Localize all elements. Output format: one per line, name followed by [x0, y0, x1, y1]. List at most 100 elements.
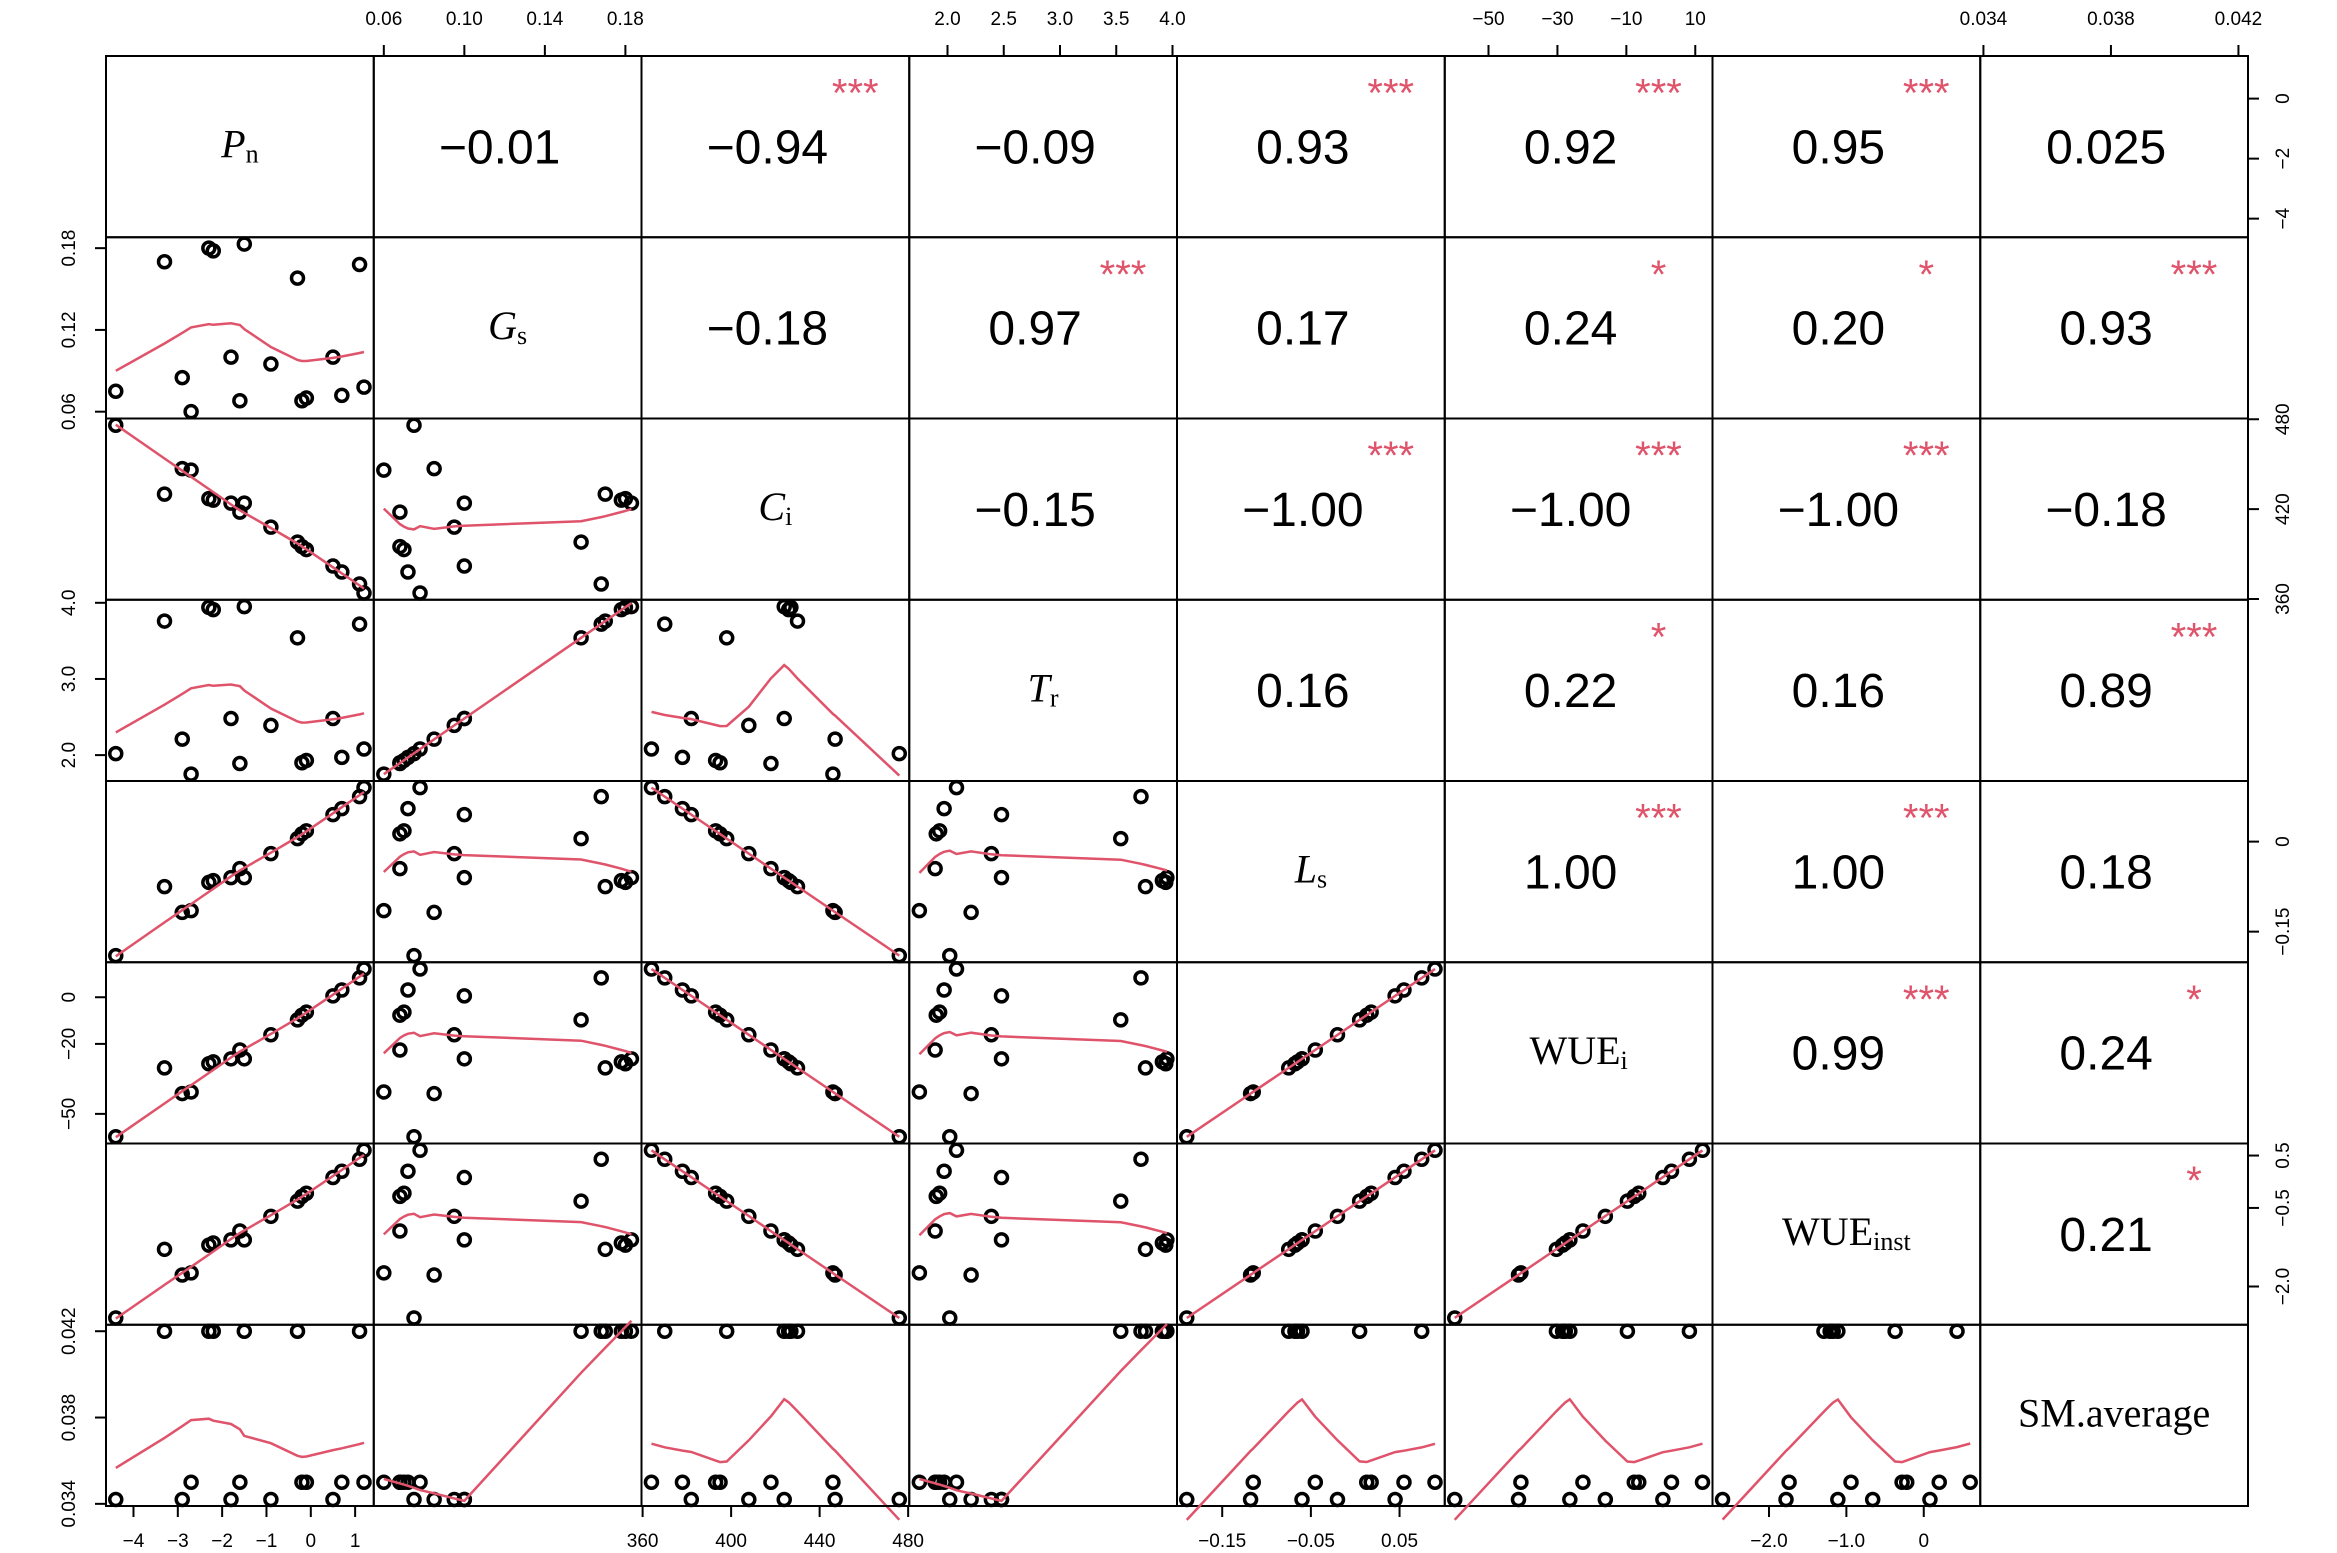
point	[1242, 1491, 1259, 1508]
point	[1113, 830, 1129, 847]
point	[325, 1491, 341, 1508]
point	[108, 745, 124, 762]
point	[643, 1474, 660, 1491]
point	[263, 1491, 279, 1508]
point	[400, 1163, 416, 1180]
y-tick-label: −4	[2273, 207, 2294, 229]
correlation: −0.01	[439, 121, 560, 174]
variable-name: T	[1028, 666, 1053, 711]
point	[446, 717, 463, 734]
point	[656, 970, 673, 986]
y-tick-label: 0.034	[59, 1480, 80, 1528]
point	[174, 369, 190, 386]
point	[334, 982, 350, 998]
y-tick-label: 420	[2273, 493, 2294, 525]
y-tick-label: 2.0	[59, 742, 80, 768]
point	[1427, 961, 1443, 977]
point	[334, 1474, 350, 1491]
point	[174, 731, 190, 747]
point	[1949, 1323, 1965, 1339]
point	[674, 1474, 691, 1491]
y-tick-label: 480	[2273, 403, 2294, 435]
point	[718, 1323, 735, 1339]
point	[1137, 1241, 1154, 1258]
point	[426, 904, 442, 921]
point	[927, 1223, 943, 1239]
point	[1898, 1474, 1915, 1491]
x-tick-label: 360	[627, 1531, 659, 1552]
point	[174, 904, 190, 921]
point	[1137, 878, 1154, 895]
point	[426, 460, 442, 477]
x-tick-label: 0	[1918, 1531, 1929, 1552]
point	[108, 417, 124, 433]
point	[1631, 1474, 1647, 1491]
point	[936, 982, 952, 998]
point	[400, 749, 416, 766]
point	[298, 752, 315, 769]
x-tick-label: 2.5	[991, 9, 1017, 30]
correlation: 0.92	[1524, 121, 1617, 174]
point	[334, 387, 350, 404]
point	[891, 745, 908, 762]
point	[718, 630, 735, 646]
point	[741, 1491, 757, 1508]
point	[1562, 1232, 1578, 1248]
point	[1179, 1491, 1195, 1508]
point	[643, 1142, 660, 1159]
y-tick-label: 3.0	[59, 666, 80, 692]
point	[334, 564, 350, 580]
panel	[105, 598, 375, 782]
point	[763, 755, 779, 772]
x-tick-label: 0.034	[1960, 9, 2008, 30]
smooth-line	[115, 683, 365, 734]
correlation: −0.09	[974, 121, 1095, 174]
smooth-line	[115, 423, 365, 590]
x-tick-label: 1	[350, 1531, 361, 1552]
point	[683, 1491, 700, 1508]
point	[456, 1169, 473, 1186]
point	[936, 1163, 952, 1180]
correlation: −0.15	[974, 484, 1095, 537]
x-tick-label: −3	[167, 1531, 189, 1552]
point	[963, 1267, 979, 1283]
point	[1510, 1491, 1527, 1508]
correlation: −0.94	[707, 121, 828, 174]
point	[400, 982, 416, 998]
correlation: 0.16	[1792, 665, 1885, 718]
point	[707, 823, 724, 839]
point	[298, 541, 315, 558]
point	[1562, 1491, 1578, 1508]
point	[396, 823, 412, 839]
smooth-line	[1185, 1397, 1436, 1521]
point	[426, 731, 442, 747]
correlation: 0.16	[1256, 665, 1349, 718]
point	[412, 585, 428, 601]
point	[911, 1474, 928, 1491]
point	[1830, 1491, 1846, 1508]
point	[1245, 1265, 1261, 1281]
point	[963, 1085, 979, 1102]
y-tick-label: 0.5	[2273, 1142, 2294, 1168]
point	[942, 947, 958, 964]
point	[643, 779, 660, 796]
y-tick-label: 0	[2273, 93, 2294, 104]
correlation: 0.17	[1256, 303, 1349, 356]
point	[656, 1151, 673, 1167]
significance-stars: ***	[2171, 615, 2218, 659]
point	[456, 806, 473, 823]
point	[993, 1169, 1010, 1186]
point	[1781, 1474, 1797, 1491]
x-tick-label: −2.0	[1750, 1531, 1788, 1552]
significance-stars: ***	[1635, 434, 1682, 478]
smooth-line	[650, 967, 901, 1138]
variable-subscript: inst	[1873, 1227, 1911, 1256]
point	[1887, 1323, 1903, 1339]
point	[948, 1142, 965, 1159]
smooth-line	[918, 1030, 1168, 1056]
correlation: −1.00	[1242, 484, 1363, 537]
smooth-line	[115, 972, 365, 1139]
point	[298, 1004, 315, 1020]
smooth-line	[651, 663, 901, 777]
